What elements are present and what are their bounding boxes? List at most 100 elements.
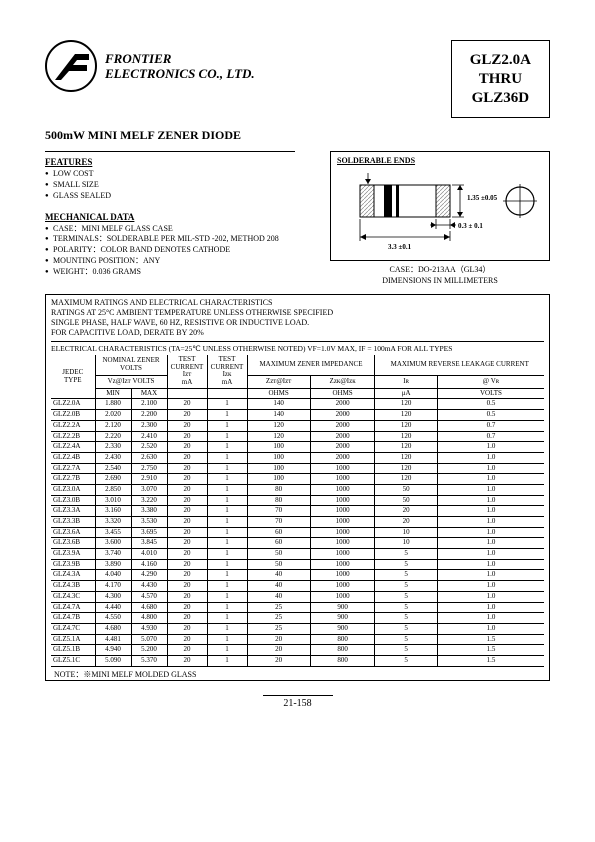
table-cell: 3.845 <box>131 538 167 549</box>
table-cell: GLZ5.1C <box>51 655 95 666</box>
table-cell: 2.020 <box>95 410 131 421</box>
table-cell: 80 <box>247 484 310 495</box>
case-label: CASE：DO-213AA（GL34） <box>330 265 550 275</box>
table-cell: 120 <box>375 399 437 410</box>
table-row: GLZ3.0B3.0103.220201801000501.0 <box>51 495 544 506</box>
table-cell: 4.010 <box>131 549 167 560</box>
units-label: DIMENSIONS IN MILLIMETERS <box>330 276 550 286</box>
table-cell: 5 <box>375 581 437 592</box>
table-cell: 1.0 <box>437 517 544 528</box>
table-cell: 4.481 <box>95 634 131 645</box>
table-cell: GLZ3.3A <box>51 506 95 517</box>
list-item: MOUNTING POSITION：ANY <box>45 256 295 267</box>
table-cell: 1 <box>207 463 247 474</box>
table-cell: 2.410 <box>131 431 167 442</box>
table-cell: 2.910 <box>131 474 167 485</box>
table-cell: GLZ2.0A <box>51 399 95 410</box>
col-test-izk: TEST CURRENTIzкmA <box>207 355 247 388</box>
table-cell: 5 <box>375 623 437 634</box>
table-cell: 3.010 <box>95 495 131 506</box>
table-cell: GLZ4.7B <box>51 613 95 624</box>
company-line1: FRONTIER <box>105 52 255 67</box>
table-cell: 20 <box>167 399 207 410</box>
table-row: GLZ3.3A3.1603.380201701000201.0 <box>51 506 544 517</box>
table-cell: 1000 <box>310 549 375 560</box>
table-cell: 3.740 <box>95 549 131 560</box>
table-cell: 1000 <box>310 506 375 517</box>
table-row: GLZ3.0A2.8503.070201801000501.0 <box>51 484 544 495</box>
table-row: GLZ4.3C4.3004.57020140100051.0 <box>51 591 544 602</box>
table-cell: 1.0 <box>437 581 544 592</box>
table-cell: 120 <box>247 431 310 442</box>
table-cell: 2.750 <box>131 463 167 474</box>
table-cell: 2000 <box>310 442 375 453</box>
table-cell: 20 <box>167 602 207 613</box>
table-cell: 1 <box>207 410 247 421</box>
table-cell: 1.0 <box>437 442 544 453</box>
company-line2: ELECTRONICS CO., LTD. <box>105 67 255 82</box>
table-cell: 25 <box>247 623 310 634</box>
svg-text:0.3 ± 0.1: 0.3 ± 0.1 <box>458 222 483 230</box>
table-row: GLZ5.1A4.4815.0702012080051.5 <box>51 634 544 645</box>
table-row: GLZ4.3A4.0404.29020140100051.0 <box>51 570 544 581</box>
table-cell: 1 <box>207 517 247 528</box>
table-cell: 60 <box>247 538 310 549</box>
table-cell: 2.850 <box>95 484 131 495</box>
table-cell: 2.200 <box>131 410 167 421</box>
table-cell: 120 <box>375 410 437 421</box>
table-body: GLZ2.0A1.8802.10020114020001200.5GLZ2.0B… <box>51 399 544 666</box>
spec-table: JEDEC TYPE NOMINAL ZENER VOLTS TEST CURR… <box>51 355 544 667</box>
ratings-l3: SINGLE PHASE, HALF WAVE, 60 HZ, RESISTIV… <box>51 318 544 328</box>
table-row: GLZ3.6A3.4553.695201601000101.0 <box>51 527 544 538</box>
table-cell: 4.040 <box>95 570 131 581</box>
table-cell: 100 <box>247 452 310 463</box>
ratings-l4: FOR CAPACITIVE LOAD, DERATE BY 20% <box>51 328 544 338</box>
table-cell: 4.680 <box>131 602 167 613</box>
col-volts: VOLTS <box>437 388 544 399</box>
table-cell: 5 <box>375 549 437 560</box>
table-cell: 140 <box>247 410 310 421</box>
table-cell: 3.600 <box>95 538 131 549</box>
table-cell: 120 <box>375 474 437 485</box>
col-ohms1: OHMS <box>247 388 310 399</box>
ratings-head: MAXIMUM RATINGS AND ELECTRICAL CHARACTER… <box>51 298 544 338</box>
table-cell: 3.380 <box>131 506 167 517</box>
col-ua: μA <box>375 388 437 399</box>
part-number-box: GLZ2.0A THRU GLZ36D <box>451 40 550 118</box>
table-cell: 100 <box>247 474 310 485</box>
table-cell: 20 <box>167 581 207 592</box>
table-cell: 3.320 <box>95 517 131 528</box>
table-cell: 1.0 <box>437 602 544 613</box>
table-cell: 40 <box>247 591 310 602</box>
table-row: GLZ4.3B4.1704.43020140100051.0 <box>51 581 544 592</box>
table-cell: 50 <box>375 495 437 506</box>
table-cell: 1000 <box>310 463 375 474</box>
table-cell: 20 <box>167 623 207 634</box>
col-zzk: Zzк@Izк <box>310 376 375 388</box>
table-cell: 2000 <box>310 431 375 442</box>
table-cell: 1.5 <box>437 655 544 666</box>
table-cell: 20 <box>167 549 207 560</box>
table-cell: 1 <box>207 549 247 560</box>
table-row: GLZ2.7A2.5402.75020110010001201.0 <box>51 463 544 474</box>
table-cell: 5.370 <box>131 655 167 666</box>
table-cell: 40 <box>247 581 310 592</box>
table-cell: 1.0 <box>437 613 544 624</box>
table-cell: 40 <box>247 570 310 581</box>
logo-icon <box>45 40 97 92</box>
ratings-l1: MAXIMUM RATINGS AND ELECTRICAL CHARACTER… <box>51 298 544 308</box>
table-cell: 10 <box>375 538 437 549</box>
table-cell: 3.890 <box>95 559 131 570</box>
table-row: GLZ5.1B4.9405.2002012080051.5 <box>51 645 544 656</box>
table-row: GLZ2.0B2.0202.20020114020001200.5 <box>51 410 544 421</box>
table-cell: GLZ5.1B <box>51 645 95 656</box>
table-cell: GLZ3.9A <box>51 549 95 560</box>
table-cell: 5 <box>375 570 437 581</box>
table-cell: 20 <box>375 506 437 517</box>
table-cell: 1 <box>207 634 247 645</box>
table-cell: 1 <box>207 452 247 463</box>
table-cell: 120 <box>375 463 437 474</box>
table-cell: 1000 <box>310 538 375 549</box>
table-row: GLZ3.6B3.6003.845201601000101.0 <box>51 538 544 549</box>
list-item: LOW COST <box>45 169 295 180</box>
